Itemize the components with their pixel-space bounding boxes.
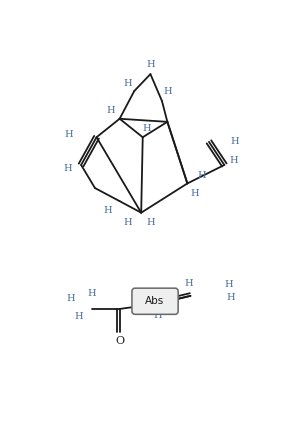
Text: H: H — [74, 312, 83, 321]
Text: H: H — [88, 289, 96, 298]
Text: H: H — [146, 60, 155, 68]
Text: H: H — [225, 280, 233, 289]
Text: H: H — [198, 171, 206, 180]
Text: H: H — [64, 130, 73, 139]
Text: Abs: Abs — [145, 296, 165, 306]
Text: H: H — [66, 295, 75, 303]
Text: H: H — [226, 293, 235, 302]
Text: H: H — [229, 156, 238, 165]
Text: H: H — [123, 218, 132, 227]
Text: H: H — [123, 79, 132, 88]
Text: H: H — [163, 87, 172, 96]
Text: H: H — [103, 206, 112, 215]
Text: H: H — [190, 189, 199, 198]
Text: H: H — [107, 106, 116, 115]
Text: H: H — [63, 164, 72, 173]
Text: O: O — [115, 335, 124, 346]
Text: H: H — [146, 218, 155, 227]
Text: H: H — [154, 311, 162, 320]
Text: H: H — [231, 137, 239, 146]
Text: H: H — [142, 124, 151, 133]
FancyBboxPatch shape — [132, 288, 178, 314]
Text: H: H — [184, 279, 193, 288]
